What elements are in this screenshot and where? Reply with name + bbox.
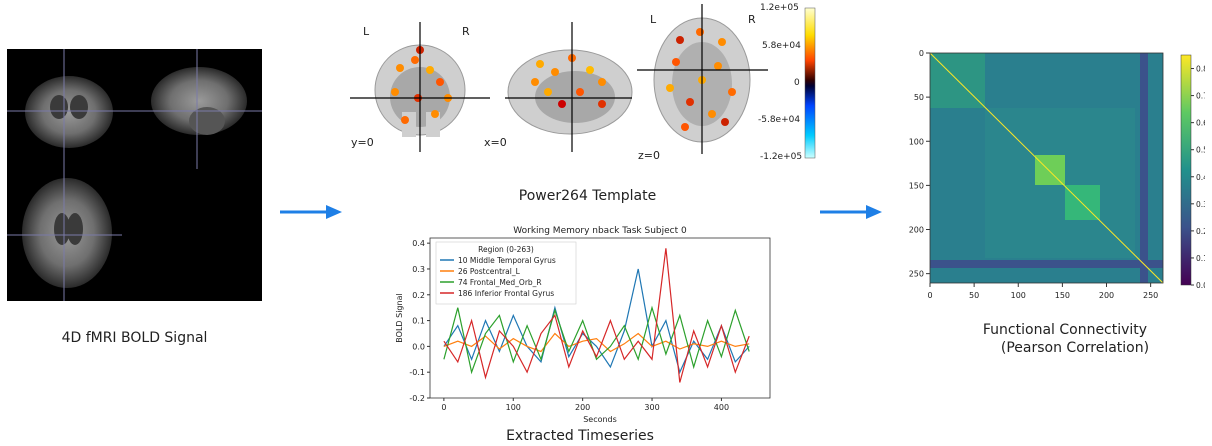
- fc-y-tick-label: 50: [914, 93, 924, 102]
- y-tick-label: 0.2: [412, 291, 425, 300]
- timeseries-caption: Extracted Timeseries: [506, 428, 654, 444]
- y-tick-label: 0.0: [412, 342, 425, 351]
- fc-colorbar-tick-label: 0.4: [1196, 173, 1205, 182]
- fc-colorbar-tick-label: 0.7: [1196, 92, 1205, 101]
- x-tick-label: 400: [714, 403, 729, 412]
- series-line: [443, 305, 750, 375]
- fc-colorbar-tick-label: 0.6: [1196, 119, 1205, 128]
- fc-x-tick-label: 250: [1143, 291, 1158, 300]
- plot-frame: [429, 237, 771, 399]
- fc-colorbar-tick-label: 0.0: [1196, 281, 1205, 290]
- series-line: [443, 268, 750, 374]
- y-tick-label: -0.2: [409, 394, 425, 403]
- fc-x-tick-label: 100: [1011, 291, 1026, 300]
- x-tick-label: 200: [575, 403, 590, 412]
- x-tick-label: 100: [506, 403, 521, 412]
- connectivity-matrix: 0 0 50 50 100 100 150 150 200 200 250 250 0.8 0.7 0.6 0…: [909, 49, 1205, 300]
- template-axial-left-label: L: [650, 13, 657, 26]
- fc-y-tick-label: 200: [909, 226, 924, 235]
- legend-title: Region (0-263): [478, 245, 534, 254]
- template-colorbar-tick: 5.8e+04: [762, 41, 801, 51]
- template-colorbar-tick: 0: [794, 78, 800, 88]
- legend-entry: 26 Postcentral_L: [458, 267, 521, 276]
- legend-entry: 10 Middle Temporal Gyrus: [458, 256, 556, 265]
- connectivity-caption-line1: Functional Connectivity: [982, 322, 1148, 338]
- fc-x-tick-label: 0: [927, 291, 932, 300]
- bold-signal-image: [7, 49, 262, 301]
- arrow-right-icon: [280, 205, 342, 219]
- template-axial-coord: z=0: [638, 149, 660, 162]
- fc-colorbar-tick-label: 0.5: [1196, 146, 1205, 155]
- fc-x-tick-label: 50: [969, 291, 979, 300]
- fc-colorbar-tick-label: 0.1: [1196, 254, 1205, 263]
- connectivity-caption-line2: (Pearson Correlation): [1000, 340, 1150, 356]
- y-tick-label: 0.3: [412, 265, 425, 274]
- fc-x-tick-label: 150: [1055, 291, 1070, 300]
- x-tick-label: 0: [441, 403, 446, 412]
- fc-y-tick-label: 0: [919, 49, 924, 58]
- template-coronal-coord: y=0: [351, 136, 374, 149]
- legend-box: [435, 241, 577, 305]
- y-axis-label: BOLD Signal: [395, 293, 404, 342]
- legend-entry: 74 Frontal_Med_Orb_R: [458, 278, 542, 287]
- fc-colorbar-tick-label: 0.8: [1196, 65, 1205, 74]
- y-tick-label: 0.4: [412, 239, 425, 248]
- x-axis-label: Seconds: [583, 415, 617, 424]
- template-coronal-left-label: L: [363, 25, 370, 38]
- x-tick-label: 300: [644, 403, 659, 412]
- template-colorbar-tick: 1.2e+05: [760, 3, 799, 13]
- bold-caption: 4D fMRI BOLD Signal: [61, 330, 208, 346]
- legend-entry: 186 Inferior Frontal Gyrus: [458, 289, 554, 298]
- fc-x-tick-label: 200: [1099, 291, 1114, 300]
- timeseries-chart: Working Memory nback Task Subject 0 0 100 2…: [395, 226, 771, 424]
- y-tick-label: -0.1: [409, 368, 425, 377]
- fc-colorbar-tick-label: 0.3: [1196, 200, 1205, 209]
- fc-y-tick-label: 150: [909, 181, 924, 190]
- y-tick-label: 0.1: [412, 317, 425, 326]
- series-line: [443, 248, 750, 383]
- fc-y-tick-label: 250: [909, 270, 924, 279]
- arrow-right-icon: [820, 205, 882, 219]
- template-caption: Power264 Template: [518, 188, 657, 204]
- template-coronal-right-label: R: [462, 25, 470, 38]
- template-axial-right-label: R: [748, 13, 756, 26]
- template-colorbar-tick: -5.8e+04: [758, 115, 801, 125]
- template-sagittal-coord: x=0: [484, 136, 507, 149]
- template-brain-views: [340, 2, 835, 178]
- chart-title: Working Memory nback Task Subject 0: [513, 226, 687, 236]
- template-colorbar-tick: -1.2e+05: [760, 152, 803, 162]
- fc-colorbar-tick-label: 0.2: [1196, 227, 1205, 236]
- fc-y-tick-label: 100: [909, 137, 924, 146]
